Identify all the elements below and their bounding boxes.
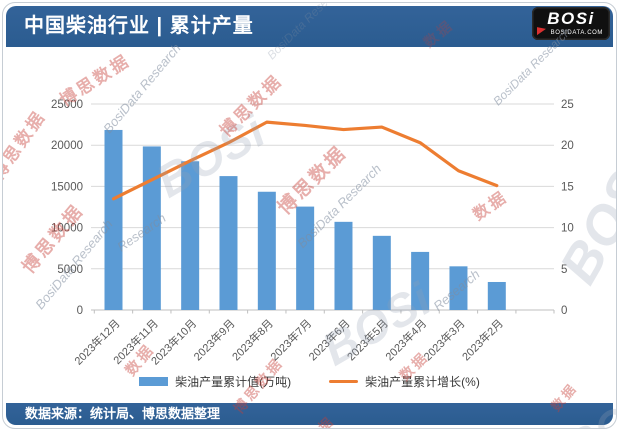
svg-text:20: 20	[561, 140, 574, 152]
svg-text:0: 0	[561, 305, 567, 317]
svg-text:10: 10	[561, 223, 574, 235]
svg-text:25000: 25000	[51, 99, 83, 111]
svg-text:15000: 15000	[51, 181, 83, 193]
bosidata-logo: BOSi BOSIDATA.COM	[532, 7, 610, 40]
svg-text:15: 15	[561, 181, 574, 193]
line-series	[111, 120, 499, 201]
svg-text:5000: 5000	[57, 264, 83, 276]
logo-domain-text: BOSIDATA.COM	[550, 30, 603, 36]
legend-bar-label: 柴油产量累计值(万吨)	[175, 375, 292, 389]
svg-text:25: 25	[561, 99, 574, 111]
svg-text:20000: 20000	[51, 140, 83, 152]
svg-text:10000: 10000	[51, 223, 83, 235]
bar-series	[104, 129, 506, 310]
x-axis-ticks	[93, 310, 555, 314]
svg-text:0: 0	[77, 305, 83, 317]
footer-bar: 数据来源：统计局、博思数据整理	[6, 403, 613, 425]
svg-text:2023年2月: 2023年2月	[459, 316, 506, 363]
svg-text:5: 5	[561, 264, 567, 276]
page-title: 中国柴油行业 | 累计产量	[24, 15, 254, 37]
legend-item-line-series: 柴油产量累计增长(%)	[329, 373, 480, 390]
logo-brand-text: BOSi	[547, 9, 595, 28]
legend-line-swatch	[329, 379, 359, 384]
left-axis-labels: 0 5000 10000 15000 20000 25000	[51, 99, 83, 317]
data-source-note: 数据来源：统计局、博思数据整理	[25, 406, 221, 421]
chart-canvas: 0 5000 10000 15000 20000 25000 0 5 10 15 20 25 2023年…	[51, 99, 574, 368]
chart-legend: 柴油产量累计值(万吨) 柴油产量累计增长(%)	[3, 373, 616, 390]
legend-line-label: 柴油产量累计增长(%)	[365, 375, 480, 389]
header-bar: 中国柴油行业 | 累计产量	[6, 6, 613, 47]
legend-bar-swatch	[139, 377, 169, 386]
chart-card: 中国柴油行业 | 累计产量 BOSi BOSIDATA.COM 0 5000 100…	[2, 2, 617, 429]
legend-item-bar-series: 柴油产量累计值(万吨)	[139, 373, 291, 390]
gridlines	[91, 103, 554, 311]
right-axis-labels: 0 5 10 15 20 25	[561, 99, 574, 317]
x-axis-labels: 2023年12月2023年11月2023年10月2023年9月2023年8月20…	[71, 316, 506, 367]
